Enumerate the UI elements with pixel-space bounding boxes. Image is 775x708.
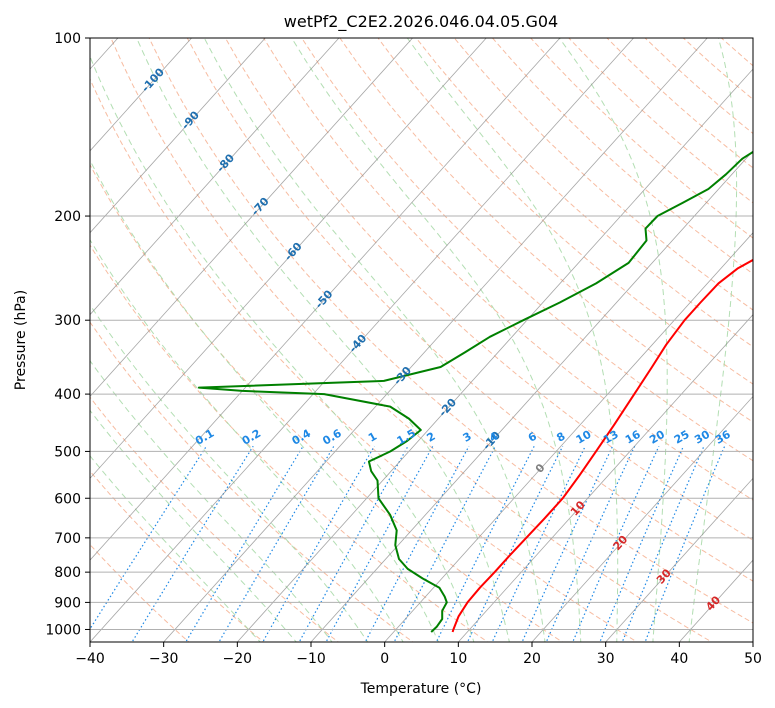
x-tick-label: 40 [670,651,688,667]
isotherm-line [90,38,561,561]
x-tick-label: 0 [380,651,389,667]
x-axis-label: Temperature (°C) [360,681,482,697]
dry-adiabat-line [186,38,753,582]
dry-adiabat-line [415,38,753,348]
isotherm-line [531,395,753,642]
y-tick-label: 600 [54,491,81,507]
y-tick-label: 100 [54,31,81,47]
plot-frame [89,37,754,643]
isotherm-line [90,38,192,152]
isotherm-line [163,38,708,642]
chart-title: wetPf2_C2E2.2026.046.04.05.G04 [284,12,558,32]
dewpoint-profile-line [197,150,753,633]
y-axis-label: Pressure (hPa) [13,290,29,390]
mixing-ratio-line [521,445,614,642]
y-tick-label: 800 [54,565,81,581]
isotherm-line [237,68,753,642]
temperature-profile-line [451,258,753,633]
x-tick-label: −20 [223,651,253,667]
x-tick-label: 30 [597,651,615,667]
dry-adiabat-line [90,321,414,642]
y-tick-label: 400 [54,387,81,403]
x-tick-label: 50 [744,651,762,667]
isotherm-line [752,641,753,642]
isotherm-line [90,38,413,398]
isotherm-line [90,38,340,316]
x-tick-label: −30 [149,651,179,667]
y-tick-label: 200 [54,209,81,225]
dry-adiabat-line [760,38,775,644]
mixing-ratio-line [364,445,470,642]
dry-adiabat-line [263,38,753,501]
mixing-ratio-line [90,445,207,631]
x-tick-label: −10 [296,651,326,667]
x-tick-label: 10 [449,651,467,667]
isotherm-line [458,313,753,642]
y-tick-label: 1000 [45,622,81,638]
mixing-ratio-line [644,445,726,642]
moist-adiabat-line [90,159,440,642]
y-tick-label: 700 [54,531,81,547]
isotherm-line [90,38,487,479]
isotherm-line [310,150,753,642]
isotherm-line [90,38,634,642]
plot-area [90,38,775,644]
x-tick-label: 20 [523,651,541,667]
dry-adiabat-line [90,77,638,642]
mixing-ratio-line [466,445,564,642]
mixing-ratio-line [131,445,254,642]
mixing-ratio-line [621,445,705,642]
dry-adiabat-line [301,38,753,462]
mixing-ratio-line [218,445,335,642]
mixing-ratio-line [262,445,375,642]
moist-adiabat-line [90,455,261,642]
y-tick-label: 500 [54,444,81,460]
isotherm-line [384,232,753,642]
isotherm-line [605,477,753,642]
x-tick-label: −40 [75,651,105,667]
y-tick-label: 300 [54,313,81,329]
dry-adiabat-line [377,38,753,385]
axes: −40 −30 −20 −10 0 10 20 30 40 50 1000 900 800 700 600 5… [45,31,762,667]
isotherm-line [90,38,266,234]
y-tick-label: 900 [54,595,81,611]
